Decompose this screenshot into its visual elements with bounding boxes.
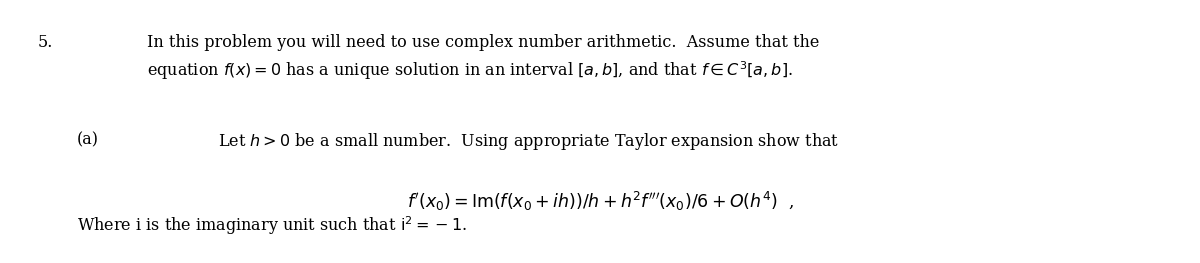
Text: In this problem you will need to use complex number arithmetic.  Assume that the: In this problem you will need to use com…	[148, 34, 820, 82]
Text: $f^{\prime}(x_0) = \mathrm{Im}(f(x_0 + ih))/h + h^2 f^{\prime\prime\prime}(x_0)/: $f^{\prime}(x_0) = \mathrm{Im}(f(x_0 + i…	[407, 189, 793, 213]
Text: 5.: 5.	[38, 34, 53, 50]
Text: (a): (a)	[77, 132, 98, 149]
Text: Where i is the imaginary unit such that $\mathrm{i}^2 = -1$.: Where i is the imaginary unit such that …	[77, 214, 467, 237]
Text: Let $h > 0$ be a small number.  Using appropriate Taylor expansion show that: Let $h > 0$ be a small number. Using app…	[218, 132, 839, 153]
